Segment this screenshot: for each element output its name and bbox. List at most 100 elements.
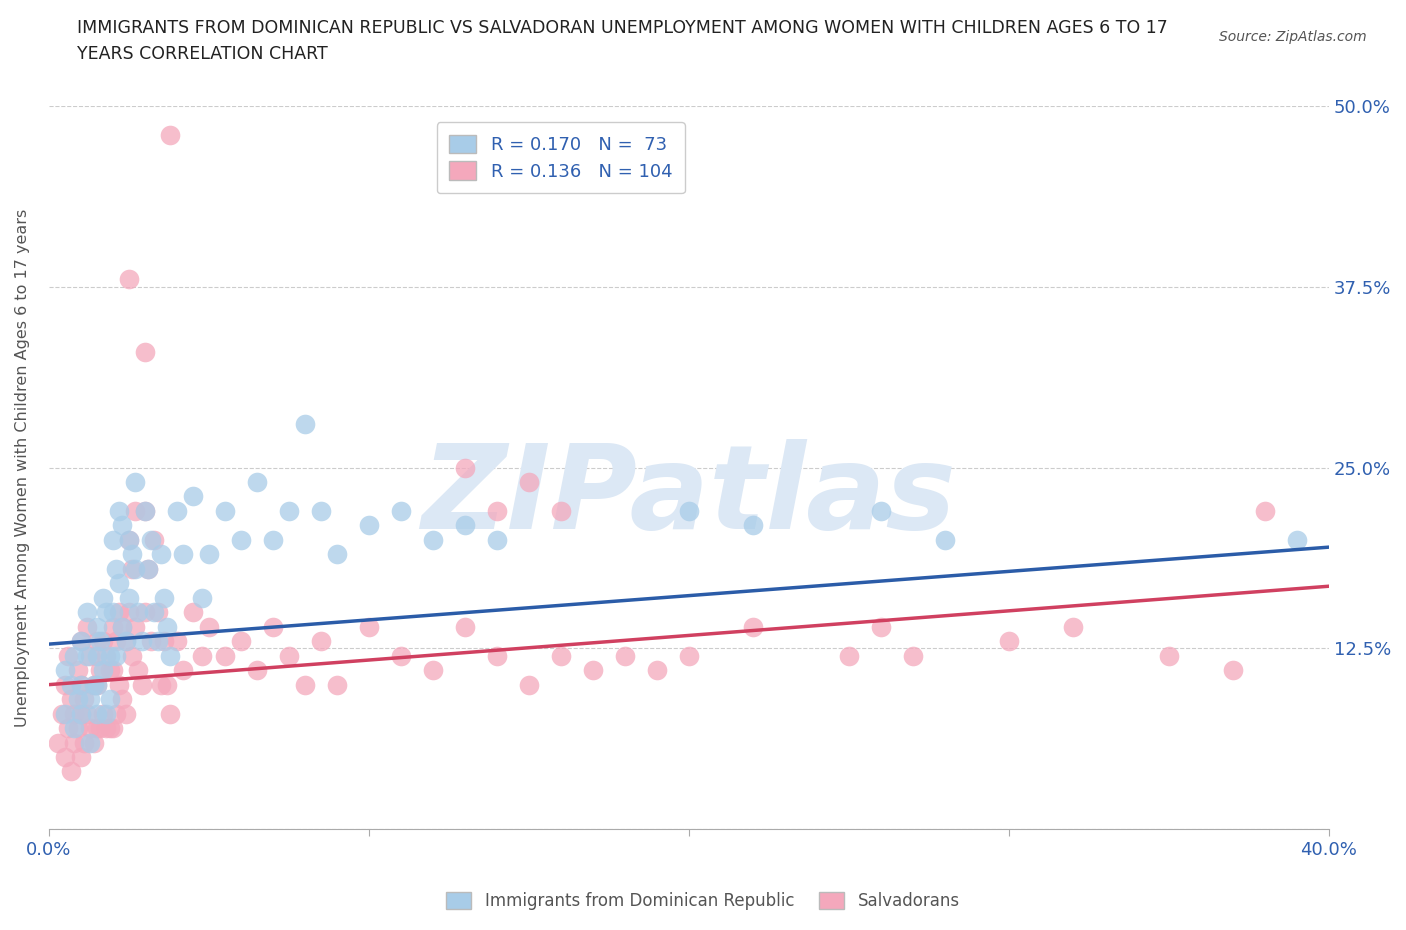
Point bbox=[159, 648, 181, 663]
Point bbox=[73, 735, 96, 750]
Point bbox=[91, 633, 114, 648]
Point bbox=[86, 721, 108, 736]
Point bbox=[56, 721, 79, 736]
Point bbox=[134, 503, 156, 518]
Point bbox=[869, 503, 891, 518]
Point bbox=[124, 562, 146, 577]
Point bbox=[98, 721, 121, 736]
Point bbox=[294, 677, 316, 692]
Point bbox=[1222, 663, 1244, 678]
Point bbox=[149, 547, 172, 562]
Point bbox=[91, 591, 114, 605]
Point bbox=[96, 648, 118, 663]
Point bbox=[389, 648, 412, 663]
Point bbox=[127, 663, 149, 678]
Point bbox=[678, 648, 700, 663]
Point bbox=[76, 619, 98, 634]
Point bbox=[53, 750, 76, 764]
Point bbox=[69, 706, 91, 721]
Point bbox=[111, 619, 134, 634]
Point bbox=[181, 604, 204, 619]
Point bbox=[66, 663, 89, 678]
Point bbox=[86, 619, 108, 634]
Point bbox=[91, 663, 114, 678]
Point bbox=[98, 648, 121, 663]
Point bbox=[79, 692, 101, 707]
Point bbox=[838, 648, 860, 663]
Point bbox=[101, 721, 124, 736]
Point bbox=[1062, 619, 1084, 634]
Point bbox=[1157, 648, 1180, 663]
Point bbox=[143, 533, 166, 548]
Point bbox=[214, 503, 236, 518]
Y-axis label: Unemployment Among Women with Children Ages 6 to 17 years: Unemployment Among Women with Children A… bbox=[15, 208, 30, 726]
Point bbox=[83, 735, 105, 750]
Point bbox=[104, 633, 127, 648]
Point bbox=[60, 764, 83, 779]
Point bbox=[550, 503, 572, 518]
Point bbox=[422, 663, 444, 678]
Point bbox=[309, 503, 332, 518]
Point bbox=[101, 604, 124, 619]
Point bbox=[326, 547, 349, 562]
Point bbox=[136, 562, 159, 577]
Point bbox=[69, 633, 91, 648]
Point bbox=[91, 706, 114, 721]
Point bbox=[86, 677, 108, 692]
Point bbox=[485, 503, 508, 518]
Point bbox=[153, 633, 176, 648]
Point bbox=[56, 648, 79, 663]
Point bbox=[53, 663, 76, 678]
Point bbox=[191, 591, 214, 605]
Point bbox=[76, 648, 98, 663]
Point bbox=[214, 648, 236, 663]
Point bbox=[76, 706, 98, 721]
Point bbox=[143, 604, 166, 619]
Point bbox=[134, 503, 156, 518]
Point bbox=[121, 562, 143, 577]
Point bbox=[53, 706, 76, 721]
Point bbox=[246, 663, 269, 678]
Point bbox=[96, 721, 118, 736]
Point bbox=[101, 619, 124, 634]
Point bbox=[53, 677, 76, 692]
Point bbox=[146, 633, 169, 648]
Point bbox=[389, 503, 412, 518]
Point bbox=[114, 633, 136, 648]
Point bbox=[131, 633, 153, 648]
Point bbox=[262, 533, 284, 548]
Text: IMMIGRANTS FROM DOMINICAN REPUBLIC VS SALVADORAN UNEMPLOYMENT AMONG WOMEN WITH C: IMMIGRANTS FROM DOMINICAN REPUBLIC VS SA… bbox=[77, 19, 1168, 36]
Point bbox=[101, 663, 124, 678]
Point bbox=[262, 619, 284, 634]
Point bbox=[517, 677, 540, 692]
Point bbox=[124, 474, 146, 489]
Point bbox=[60, 677, 83, 692]
Point bbox=[454, 460, 477, 475]
Point bbox=[111, 518, 134, 533]
Point bbox=[114, 706, 136, 721]
Point bbox=[98, 692, 121, 707]
Point bbox=[1254, 503, 1277, 518]
Point bbox=[73, 692, 96, 707]
Point bbox=[69, 633, 91, 648]
Point bbox=[309, 633, 332, 648]
Point bbox=[181, 489, 204, 504]
Point bbox=[246, 474, 269, 489]
Point bbox=[141, 533, 163, 548]
Point bbox=[63, 735, 86, 750]
Point bbox=[108, 576, 131, 591]
Text: YEARS CORRELATION CHART: YEARS CORRELATION CHART bbox=[77, 45, 328, 62]
Point bbox=[114, 633, 136, 648]
Point bbox=[134, 344, 156, 359]
Point bbox=[997, 633, 1019, 648]
Point bbox=[136, 562, 159, 577]
Point bbox=[149, 677, 172, 692]
Point bbox=[156, 677, 179, 692]
Point bbox=[121, 648, 143, 663]
Point bbox=[127, 604, 149, 619]
Point bbox=[121, 547, 143, 562]
Point bbox=[63, 648, 86, 663]
Point bbox=[108, 503, 131, 518]
Point bbox=[613, 648, 636, 663]
Point bbox=[197, 547, 219, 562]
